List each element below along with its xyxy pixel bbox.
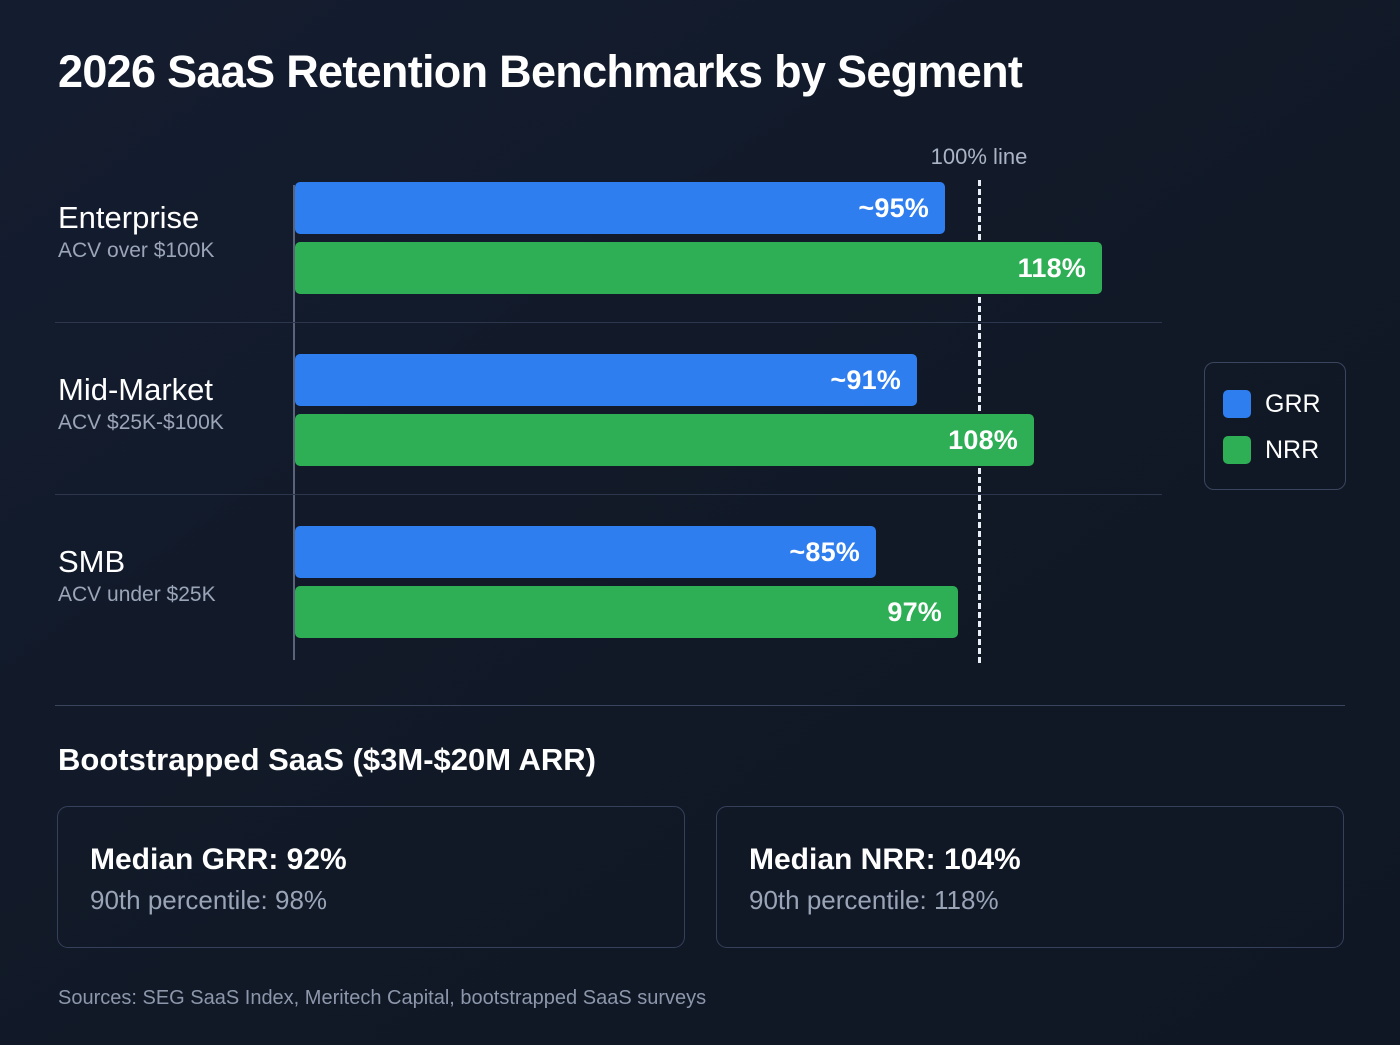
bar-smb-grr[interactable]: ~85%: [295, 526, 876, 578]
category-label-smb: SMB ACV under $25K: [58, 544, 283, 610]
stat-card-group: Median GRR: 92% 90th percentile: 98% Med…: [57, 806, 1345, 948]
hundred-percent-line-label: 100% line: [930, 144, 1028, 169]
bar-value-label: ~91%: [830, 364, 901, 395]
chart-y-axis: [293, 185, 295, 660]
category-subtitle: ACV under $25K: [58, 583, 216, 606]
category-name: Mid-Market: [58, 372, 214, 407]
stat-card-subline: 90th percentile: 118%: [749, 885, 999, 915]
retention-bar-chart: 100% line Enterprise ACV over $100K ~95%…: [0, 130, 1400, 675]
stat-card-median-nrr: Median NRR: 104% 90th percentile: 118%: [716, 806, 1344, 948]
section-title-bootstrapped: Bootstrapped SaaS ($3M-$20M ARR): [58, 742, 597, 777]
bar-value-label: 108%: [948, 424, 1018, 455]
sources-footnote: Sources: SEG SaaS Index, Meritech Capita…: [58, 987, 707, 1009]
category-subtitle: ACV $25K-$100K: [58, 411, 224, 434]
bar-value-label: 118%: [1017, 252, 1086, 283]
legend-item-grr[interactable]: GRR: [1223, 381, 1345, 427]
chart-legend: GRR NRR: [1204, 362, 1346, 490]
bar-mid-market-nrr[interactable]: 108%: [295, 414, 1034, 466]
stat-card-subline: 90th percentile: 98%: [90, 885, 328, 915]
category-label-enterprise: Enterprise ACV over $100K: [58, 200, 283, 266]
page-title: 2026 SaaS Retention Benchmarks by Segmen…: [58, 46, 1023, 97]
legend-label: NRR: [1265, 435, 1320, 464]
group-separator: [55, 322, 1162, 323]
stat-card-headline: Median GRR: 92%: [90, 843, 347, 876]
bar-value-label: ~85%: [789, 536, 860, 567]
legend-swatch-grr: [1223, 390, 1251, 418]
category-name: Enterprise: [58, 200, 200, 235]
stat-card-median-grr: Median GRR: 92% 90th percentile: 98%: [57, 806, 685, 948]
group-separator: [55, 494, 1162, 495]
category-name: SMB: [58, 544, 126, 579]
bar-mid-market-grr[interactable]: ~91%: [295, 354, 917, 406]
legend-swatch-nrr: [1223, 436, 1251, 464]
category-label-mid-market: Mid-Market ACV $25K-$100K: [58, 372, 283, 438]
bar-smb-nrr[interactable]: 97%: [295, 586, 958, 638]
legend-item-nrr[interactable]: NRR: [1223, 427, 1345, 473]
bar-enterprise-nrr[interactable]: 118%: [295, 242, 1102, 294]
bar-value-label: 97%: [887, 596, 942, 627]
category-subtitle: ACV over $100K: [58, 239, 215, 262]
section-divider: [55, 705, 1345, 706]
bar-value-label: ~95%: [858, 192, 929, 223]
legend-label: GRR: [1265, 389, 1321, 418]
stat-card-headline: Median NRR: 104%: [749, 843, 1021, 876]
bar-enterprise-grr[interactable]: ~95%: [295, 182, 945, 234]
